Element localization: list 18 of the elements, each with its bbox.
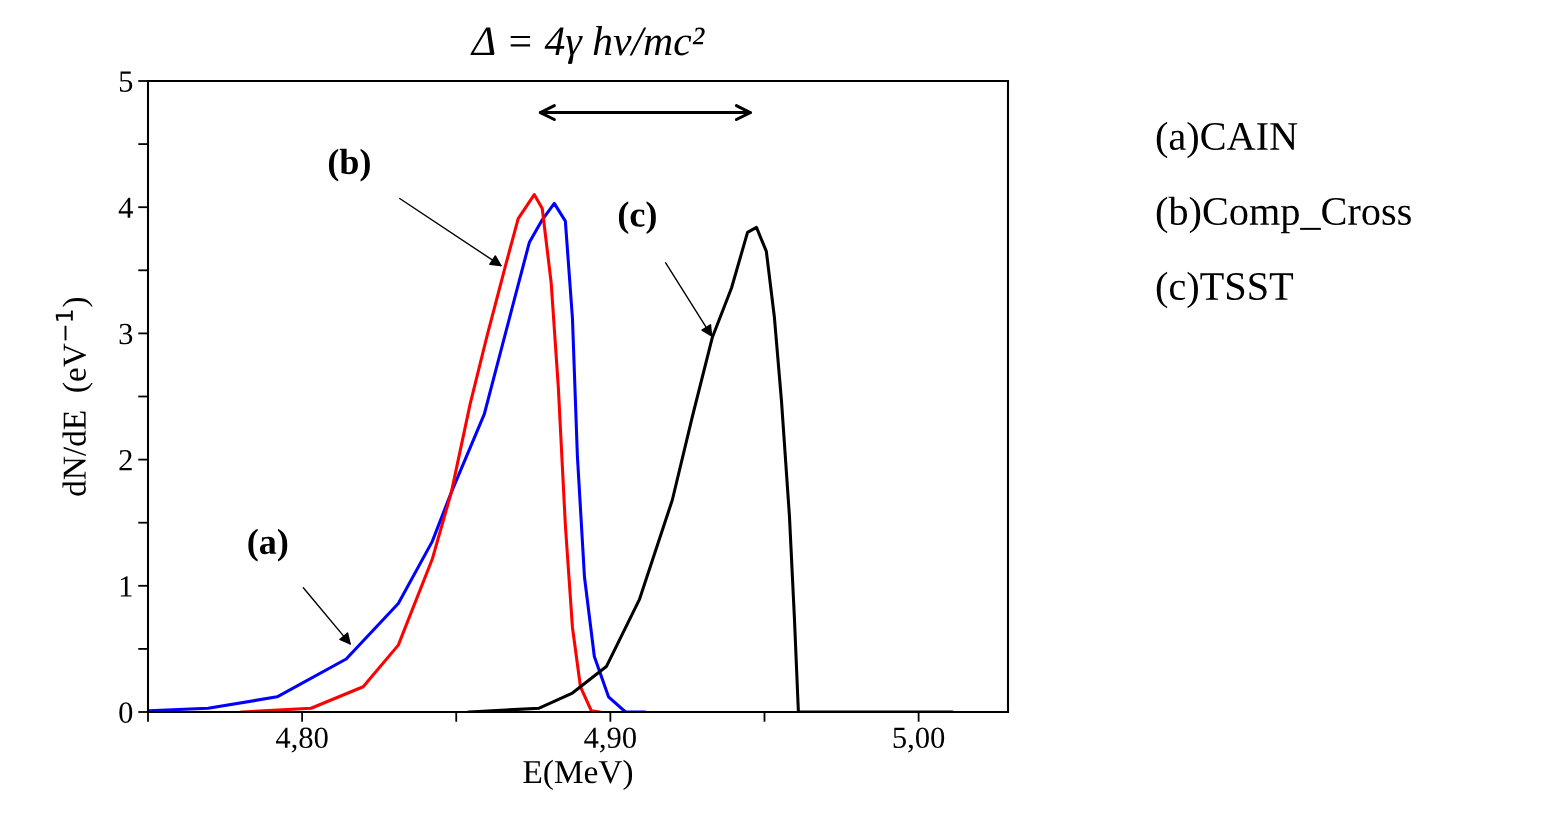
x-tick-label: 4,90: [584, 727, 636, 753]
y-tick-label: 3: [119, 323, 133, 345]
text: (b)Comp_Cross: [1156, 196, 1411, 234]
y-tick-label: 4: [118, 197, 133, 218]
y-tick-label: 5: [119, 71, 133, 92]
annotation: (c): [618, 201, 656, 235]
chart-title: Δ = 4γ hν/mc²: [470, 26, 705, 64]
y-axis-title: dN/dE (eV$^{−1}$): [55, 297, 93, 496]
y-tick-label: 0: [119, 702, 133, 723]
annotation: (a): [248, 528, 288, 562]
x-tick-label: 4,80: [275, 727, 328, 753]
annotation: (b): [328, 148, 370, 182]
x-tick-label: 5,00: [893, 727, 945, 753]
y-tick-label: 1: [120, 576, 132, 597]
text: (a)CAIN: [1156, 121, 1298, 159]
text: (c)TSST: [1156, 271, 1294, 309]
x-axis-title: E(MeV): [523, 759, 633, 791]
y-tick-label: 2: [119, 449, 132, 471]
